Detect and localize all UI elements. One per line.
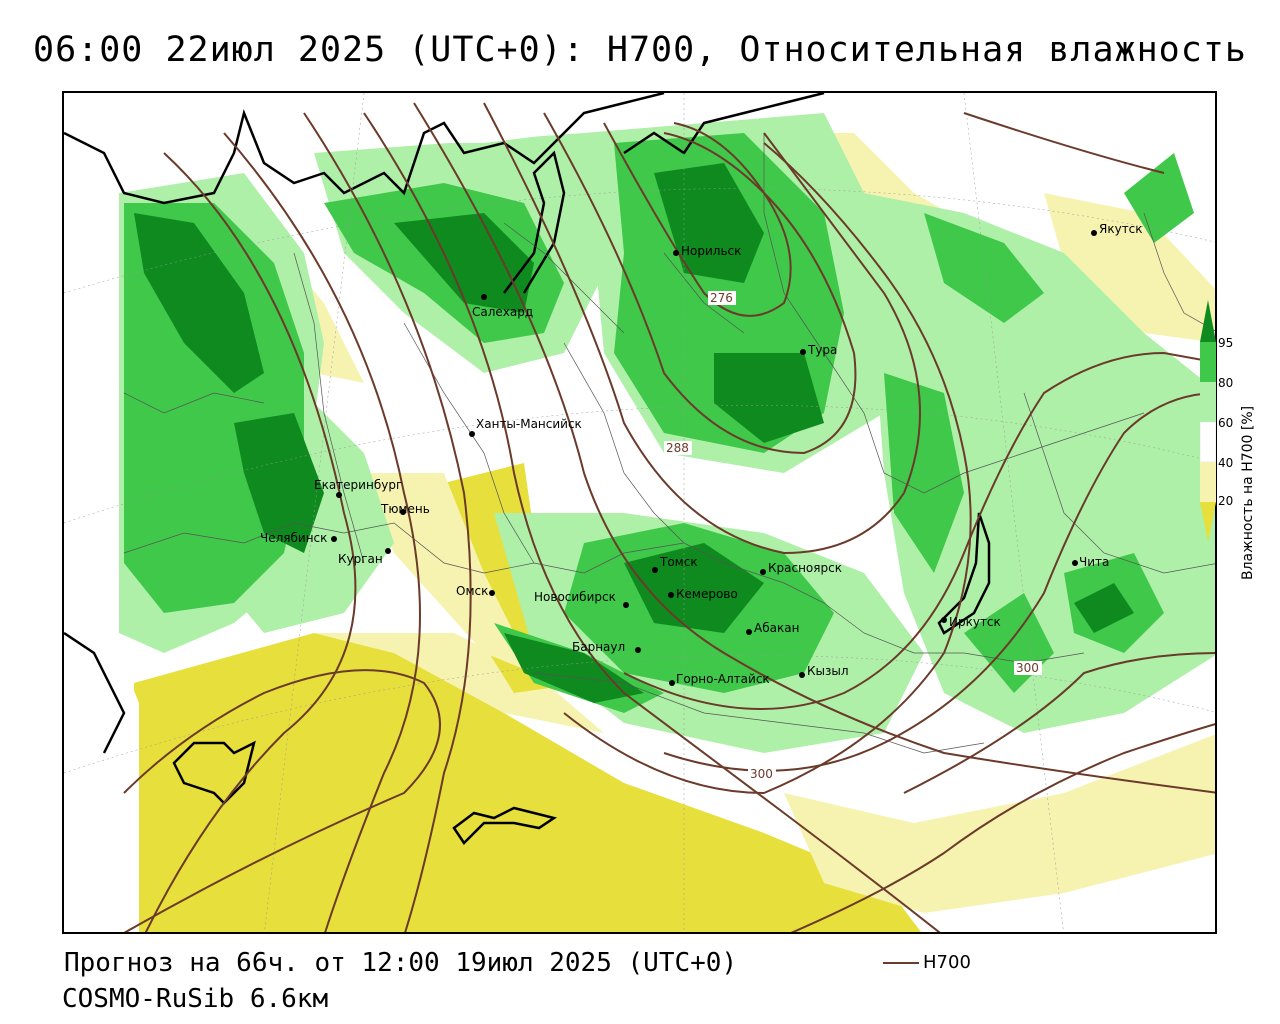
contour-label: 300 [750, 767, 773, 781]
city-dot [941, 617, 947, 623]
legend-line-icon [883, 962, 919, 964]
graticule [64, 93, 1215, 932]
contour-label: 300 [1016, 661, 1039, 675]
city-dot [1091, 230, 1097, 236]
city-dot [385, 548, 391, 554]
city-dot [623, 602, 629, 608]
city-label: Тура [807, 343, 837, 357]
city-label: Челябинск [260, 531, 327, 545]
colorbar-tick: 95 [1218, 336, 1234, 350]
city-dot [336, 492, 342, 498]
map-canvas: 276 288 300 300 Норильск Салехард Тура Я… [64, 93, 1215, 932]
city-markers: Норильск Салехард Тура Якутск Ханты-Манс… [260, 222, 1143, 686]
city-dot [1072, 560, 1078, 566]
city-dot [635, 647, 641, 653]
city-label: Чита [1079, 555, 1109, 569]
city-dot [489, 590, 495, 596]
city-label: Красноярск [768, 561, 842, 575]
contour-label: 276 [710, 291, 733, 305]
city-label: Норильск [681, 244, 741, 258]
city-dot [760, 569, 766, 575]
humidity-field [119, 113, 1215, 932]
city-label: Ханты-Мансийск [476, 417, 582, 431]
city-dot [673, 250, 679, 256]
city-label: Омск [456, 584, 488, 598]
city-label: Новосибирск [534, 590, 616, 604]
city-label: Барнаул [572, 640, 625, 654]
humidity-colorbar [1200, 300, 1216, 542]
model-name: COSMO-RuSib 6.6км [62, 984, 329, 1014]
colorbar-tick: 40 [1218, 456, 1234, 470]
city-dot [469, 431, 475, 437]
city-dot [669, 680, 675, 686]
city-dot [668, 592, 674, 598]
city-label: Кызыл [807, 664, 849, 678]
contour-label: 288 [666, 441, 689, 455]
map-title: 06:00 22июл 2025 (UTC+0): H700, Относите… [33, 30, 1247, 70]
city-dot [652, 567, 658, 573]
legend-label: H700 [923, 952, 971, 973]
coastlines [64, 93, 991, 845]
city-label: Томск [659, 555, 698, 569]
city-label: Кемерово [676, 587, 738, 601]
city-dot [400, 509, 406, 515]
city-label: Курган [338, 552, 383, 566]
city-label: Екатеринбург [314, 478, 402, 492]
city-label: Тюмень [380, 502, 430, 516]
colorbar-tick: 60 [1218, 416, 1234, 430]
colorbar-tick: 20 [1218, 494, 1234, 508]
city-dot [331, 536, 337, 542]
forecast-info: Прогноз на 66ч. от 12:00 19июл 2025 (UTC… [64, 948, 738, 978]
city-label: Абакан [754, 621, 799, 635]
city-label: Горно-Алтайск [676, 672, 770, 686]
city-dot [746, 629, 752, 635]
city-label: Иркутск [949, 615, 1001, 629]
map-area: 276 288 300 300 Норильск Салехард Тура Я… [62, 91, 1217, 934]
city-dot [799, 672, 805, 678]
city-dot [800, 349, 806, 355]
h700-legend: H700 [883, 952, 971, 973]
city-dot [481, 294, 487, 300]
admin-borders [123, 133, 1215, 754]
h700-contours [123, 102, 1215, 932]
contour-labels: 276 288 300 300 [664, 291, 1042, 781]
colorbar-label: Влажность на H700 [%] [1240, 405, 1256, 580]
colorbar-tick: 80 [1218, 376, 1234, 390]
city-label: Салехард [472, 305, 533, 319]
city-label: Якутск [1099, 222, 1143, 236]
